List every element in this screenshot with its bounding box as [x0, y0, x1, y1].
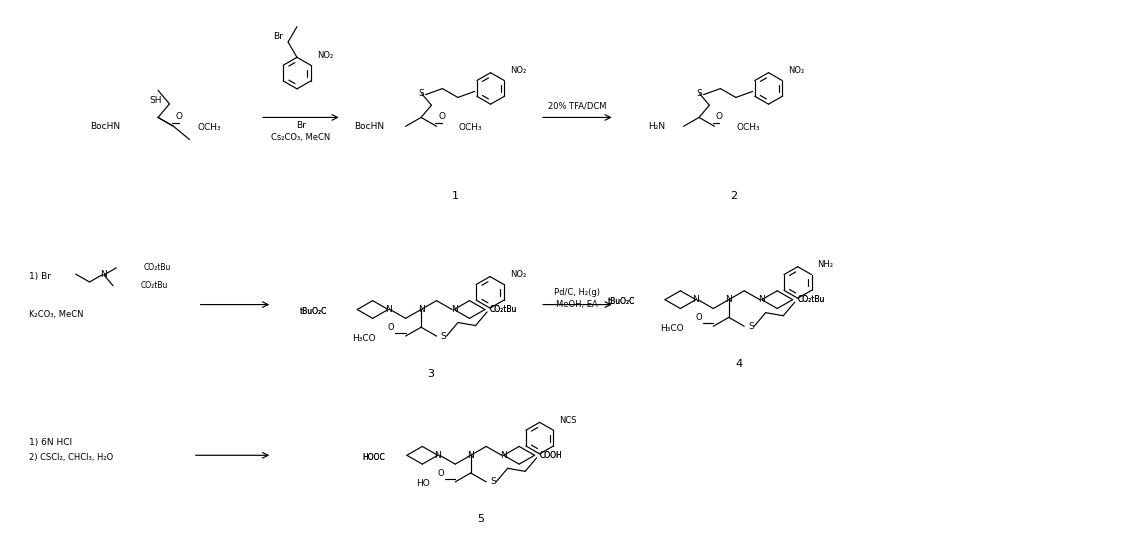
Text: K₂CO₃, MeCN: K₂CO₃, MeCN — [29, 310, 84, 319]
Text: O: O — [716, 112, 723, 121]
Text: OCH₃: OCH₃ — [459, 123, 482, 132]
Text: NO₂: NO₂ — [316, 51, 333, 60]
Text: 2: 2 — [730, 191, 737, 201]
Text: 5: 5 — [477, 514, 484, 524]
Text: COOH: COOH — [540, 451, 562, 460]
Text: BocHN: BocHN — [91, 122, 120, 131]
Text: O: O — [438, 112, 445, 121]
Text: NH₂: NH₂ — [818, 260, 833, 269]
Text: S: S — [490, 478, 496, 486]
Text: N: N — [384, 305, 391, 314]
Text: tBuO₂C: tBuO₂C — [608, 297, 635, 306]
Text: Br: Br — [273, 32, 284, 41]
Text: CO₂tBu: CO₂tBu — [144, 263, 171, 273]
Text: H₂N: H₂N — [649, 122, 666, 131]
Text: CO₂tBu: CO₂tBu — [797, 295, 826, 304]
Text: HOOC: HOOC — [362, 453, 386, 461]
Text: CO₂tBu: CO₂tBu — [490, 305, 517, 314]
Text: H₃CO: H₃CO — [660, 324, 684, 333]
Text: OCH₃: OCH₃ — [198, 123, 221, 132]
Text: 2) CSCl₂, CHCl₃, H₂O: 2) CSCl₂, CHCl₃, H₂O — [29, 453, 113, 461]
Text: S: S — [748, 322, 754, 331]
Text: COOH: COOH — [540, 451, 562, 460]
Text: N: N — [467, 451, 474, 460]
Text: CO₂tBu: CO₂tBu — [141, 281, 168, 290]
Text: N: N — [417, 305, 424, 314]
Text: O: O — [175, 112, 181, 121]
Text: Br: Br — [296, 121, 306, 130]
Text: N: N — [759, 295, 765, 304]
Text: 4: 4 — [735, 358, 743, 368]
Text: O: O — [696, 313, 702, 322]
Text: Pd/C, H₂(g): Pd/C, H₂(g) — [553, 288, 600, 297]
Text: N: N — [450, 305, 457, 314]
Text: N: N — [726, 295, 733, 304]
Text: O: O — [388, 323, 395, 332]
Text: NO₂: NO₂ — [510, 66, 526, 75]
Text: S: S — [418, 89, 424, 98]
Text: N: N — [500, 451, 507, 460]
Text: CO₂tBu: CO₂tBu — [490, 305, 517, 314]
Text: SH: SH — [150, 96, 162, 105]
Text: tBuO₂C: tBuO₂C — [608, 297, 635, 306]
Text: 1) 6N HCl: 1) 6N HCl — [29, 438, 73, 447]
Text: 3: 3 — [428, 368, 434, 378]
Text: S: S — [440, 332, 447, 341]
Text: tBuO₂C: tBuO₂C — [301, 307, 328, 316]
Text: H₃CO: H₃CO — [353, 334, 376, 342]
Text: 1: 1 — [452, 191, 459, 201]
Text: HO: HO — [416, 479, 430, 488]
Text: NCS: NCS — [559, 416, 577, 425]
Text: 20% TFA/DCM: 20% TFA/DCM — [548, 101, 607, 110]
Text: HOOC: HOOC — [362, 453, 386, 461]
Text: CO₂tBu: CO₂tBu — [797, 295, 826, 304]
Text: Cs₂CO₃, MeCN: Cs₂CO₃, MeCN — [271, 132, 331, 142]
Text: NO₂: NO₂ — [788, 66, 805, 75]
Text: O: O — [438, 469, 445, 478]
Text: tBuO₂C: tBuO₂C — [301, 307, 328, 316]
Text: 1) Br: 1) Br — [29, 271, 51, 280]
Text: N: N — [434, 451, 441, 460]
Text: OCH₃: OCH₃ — [737, 123, 761, 132]
Text: MeOH, EA: MeOH, EA — [556, 300, 598, 309]
Text: S: S — [696, 89, 702, 98]
Text: N: N — [101, 270, 108, 279]
Text: N: N — [693, 295, 700, 304]
Text: NO₂: NO₂ — [510, 270, 526, 279]
Text: BocHN: BocHN — [354, 122, 383, 131]
